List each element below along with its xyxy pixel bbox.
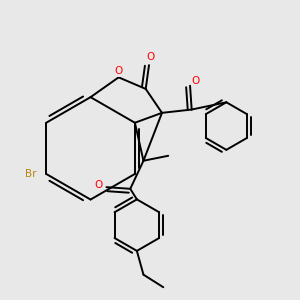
- Text: Br: Br: [26, 169, 37, 179]
- Text: O: O: [115, 66, 123, 76]
- Text: O: O: [192, 76, 200, 86]
- Text: O: O: [146, 52, 155, 62]
- Text: O: O: [94, 179, 102, 190]
